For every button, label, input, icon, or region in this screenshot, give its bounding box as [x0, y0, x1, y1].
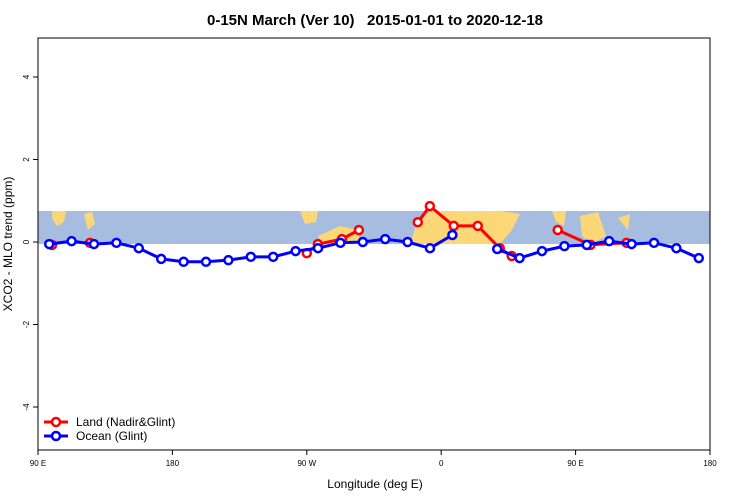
legend-label: Land (Nadir&Glint)	[76, 415, 175, 429]
data-point	[178, 256, 189, 268]
data-point	[66, 235, 77, 247]
data-point	[626, 238, 637, 250]
data-point	[335, 237, 346, 249]
data-point	[88, 238, 100, 250]
y-tick-label: -4	[22, 403, 31, 411]
y-axis-label: XCO2 - MLO trend (ppm)	[1, 177, 15, 312]
data-point	[402, 236, 413, 248]
x-tick-label: 90 E	[30, 459, 46, 468]
x-tick-label: 0	[439, 459, 444, 468]
data-point	[155, 253, 167, 265]
data-point	[200, 256, 212, 268]
data-point	[111, 237, 122, 249]
data-point	[133, 242, 145, 254]
data-point	[447, 229, 458, 241]
y-tick-label: 4	[22, 74, 31, 79]
data-point	[43, 238, 55, 250]
legend-swatch-marker	[50, 430, 62, 442]
data-point	[267, 251, 279, 263]
y-tick-label: -2	[22, 320, 31, 328]
legend-label: Ocean (Glint)	[76, 429, 147, 443]
data-point	[412, 216, 424, 228]
legend-swatch-marker	[50, 416, 62, 428]
data-point	[245, 251, 257, 263]
x-axis-label: Longitude (deg E)	[327, 477, 422, 491]
x-tick-label: 180	[166, 459, 180, 468]
data-point	[424, 200, 436, 212]
data-point	[353, 224, 365, 236]
x-tick-label: 90 E	[567, 459, 583, 468]
data-point	[424, 242, 436, 254]
x-tick-label: 90 W	[297, 459, 316, 468]
legend: Land (Nadir&Glint)Ocean (Glint)	[44, 415, 175, 443]
data-point	[223, 254, 234, 266]
plot-frame	[37, 37, 711, 451]
data-point	[448, 220, 459, 232]
x-tick-label: 180	[703, 459, 717, 468]
data-point	[379, 233, 391, 245]
data-point	[491, 243, 503, 255]
data-point	[581, 239, 593, 251]
data-point	[693, 252, 705, 264]
data-point	[552, 224, 563, 236]
data-point	[357, 236, 369, 248]
y-tick-label: 0	[22, 239, 31, 244]
chart-title: 0-15N March (Ver 10) 2015-01-01 to 2020-…	[207, 12, 543, 29]
data-point	[312, 242, 324, 254]
data-point	[536, 245, 548, 257]
data-point	[671, 242, 682, 254]
y-tick-label: 2	[22, 157, 31, 162]
data-point	[559, 240, 570, 252]
data-point	[290, 245, 301, 257]
data-point	[648, 237, 660, 249]
map-band	[38, 211, 710, 244]
land-shapes	[52, 211, 630, 244]
data-point	[514, 252, 525, 264]
data-point	[603, 235, 615, 247]
data-point	[472, 220, 484, 232]
